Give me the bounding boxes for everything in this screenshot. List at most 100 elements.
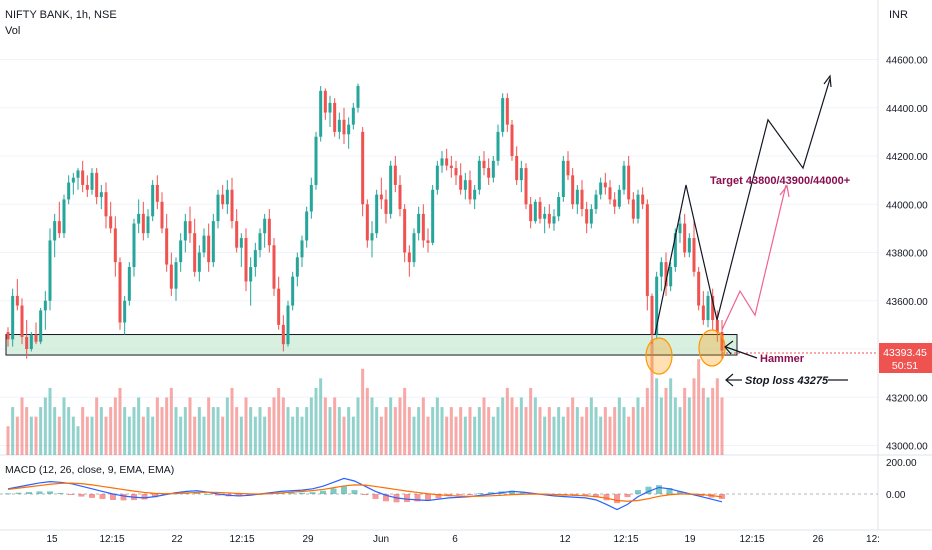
volume-bar [529,387,533,455]
stoploss-arrow [725,373,848,387]
volume-bar [440,407,444,455]
candle [468,170,472,205]
price-axis[interactable]: 44600.00 44400.00 44200.00 44000.00 43800.00… [877,0,928,530]
macd-histogram-bar [582,494,589,497]
macd-histogram-bar [309,492,316,494]
candle [249,257,253,306]
macd-histogram-bar [519,491,526,494]
time-tick-label: 12:15 [613,534,638,545]
volume-bar [197,407,201,455]
volume-bar [533,397,537,455]
volume-bar [389,397,393,455]
symbol-title[interactable]: NIFTY BANK, 1h, NSE [5,9,117,21]
volume-bar [43,397,47,455]
candle [533,199,537,224]
volume-bar [473,416,477,455]
candle [589,204,593,229]
macd-histogram-bar [330,488,337,494]
candle [319,86,323,142]
stoploss-annotation: Stop loss 43275 [745,375,829,387]
volume-bar [295,407,299,455]
macd-histogram-bar [677,491,683,494]
volume-bar [375,407,379,455]
candle [71,172,75,195]
volume-bar [594,407,598,455]
candle [389,160,393,219]
volume-bar [309,397,313,455]
volume-bar [90,416,94,455]
volume-bar [412,416,416,455]
volume-bar [421,397,425,455]
time-tick-label: 12: [866,534,880,545]
candle [384,189,388,224]
candle [459,163,463,195]
candle [211,213,215,267]
macd-histogram-bar [236,494,242,497]
volume-bar [76,426,80,455]
candle [622,160,626,195]
volume-bar [160,407,164,455]
candle [566,151,570,181]
candle [239,233,243,267]
volume-bar [141,416,145,455]
candle [426,228,430,253]
candle [314,131,318,190]
volume-bar [683,387,687,455]
volume-bar [6,426,10,455]
candle [351,102,355,130]
candle [193,218,197,277]
time-tick-label: 15 [46,534,58,545]
candle [253,242,257,277]
volume-bar [571,397,575,455]
candle [328,95,332,128]
volume-bar [146,407,150,455]
volume-bar [585,407,589,455]
macd-legend[interactable]: MACD (12, 26, close, 9, EMA, EMA) [5,464,175,476]
macd-histogram-bar [320,490,326,494]
candle [67,175,71,205]
time-axis[interactable]: 15 12:15 22 12:15 29 Jun 6 12 12:15 19 12:15 26 12: [0,529,932,545]
volume-bar [482,397,486,455]
candle [300,235,304,267]
time-tick-label: 12:15 [229,534,254,545]
candle [76,168,80,190]
candle [99,184,103,210]
volume-bar [613,407,617,455]
volume-legend[interactable]: Vol [5,25,21,37]
candle [431,184,435,246]
volume-bar [151,416,155,455]
candle [15,279,19,311]
volume-bar [11,407,15,455]
volume-bar [641,407,645,455]
volume-bar [67,407,71,455]
candle [613,192,617,214]
macd-histogram-bar [435,494,442,499]
candle [617,184,621,210]
volume-bar [328,407,332,455]
volume-bar [449,407,453,455]
price-tick-label: 44200.00 [886,152,928,163]
volume-bar [202,416,206,455]
volume-bar [468,407,472,455]
candle [580,180,584,217]
currency-label: INR [889,9,908,21]
volume-bar [193,416,197,455]
candle [519,160,523,193]
candle [155,175,159,210]
candle [169,252,173,296]
volume-bar [435,397,439,455]
candle [123,295,127,335]
candle [11,288,15,347]
time-tick-label: 12:15 [99,534,124,545]
volume-bar [272,397,276,455]
volume-bar [617,397,621,455]
candle [43,291,47,330]
candle [230,177,234,229]
volume-bar [230,387,234,455]
volume-bar [645,387,649,455]
candle [267,209,271,253]
volume-bar [34,416,38,455]
volume-bar [99,407,103,455]
volume-bar [655,378,659,455]
